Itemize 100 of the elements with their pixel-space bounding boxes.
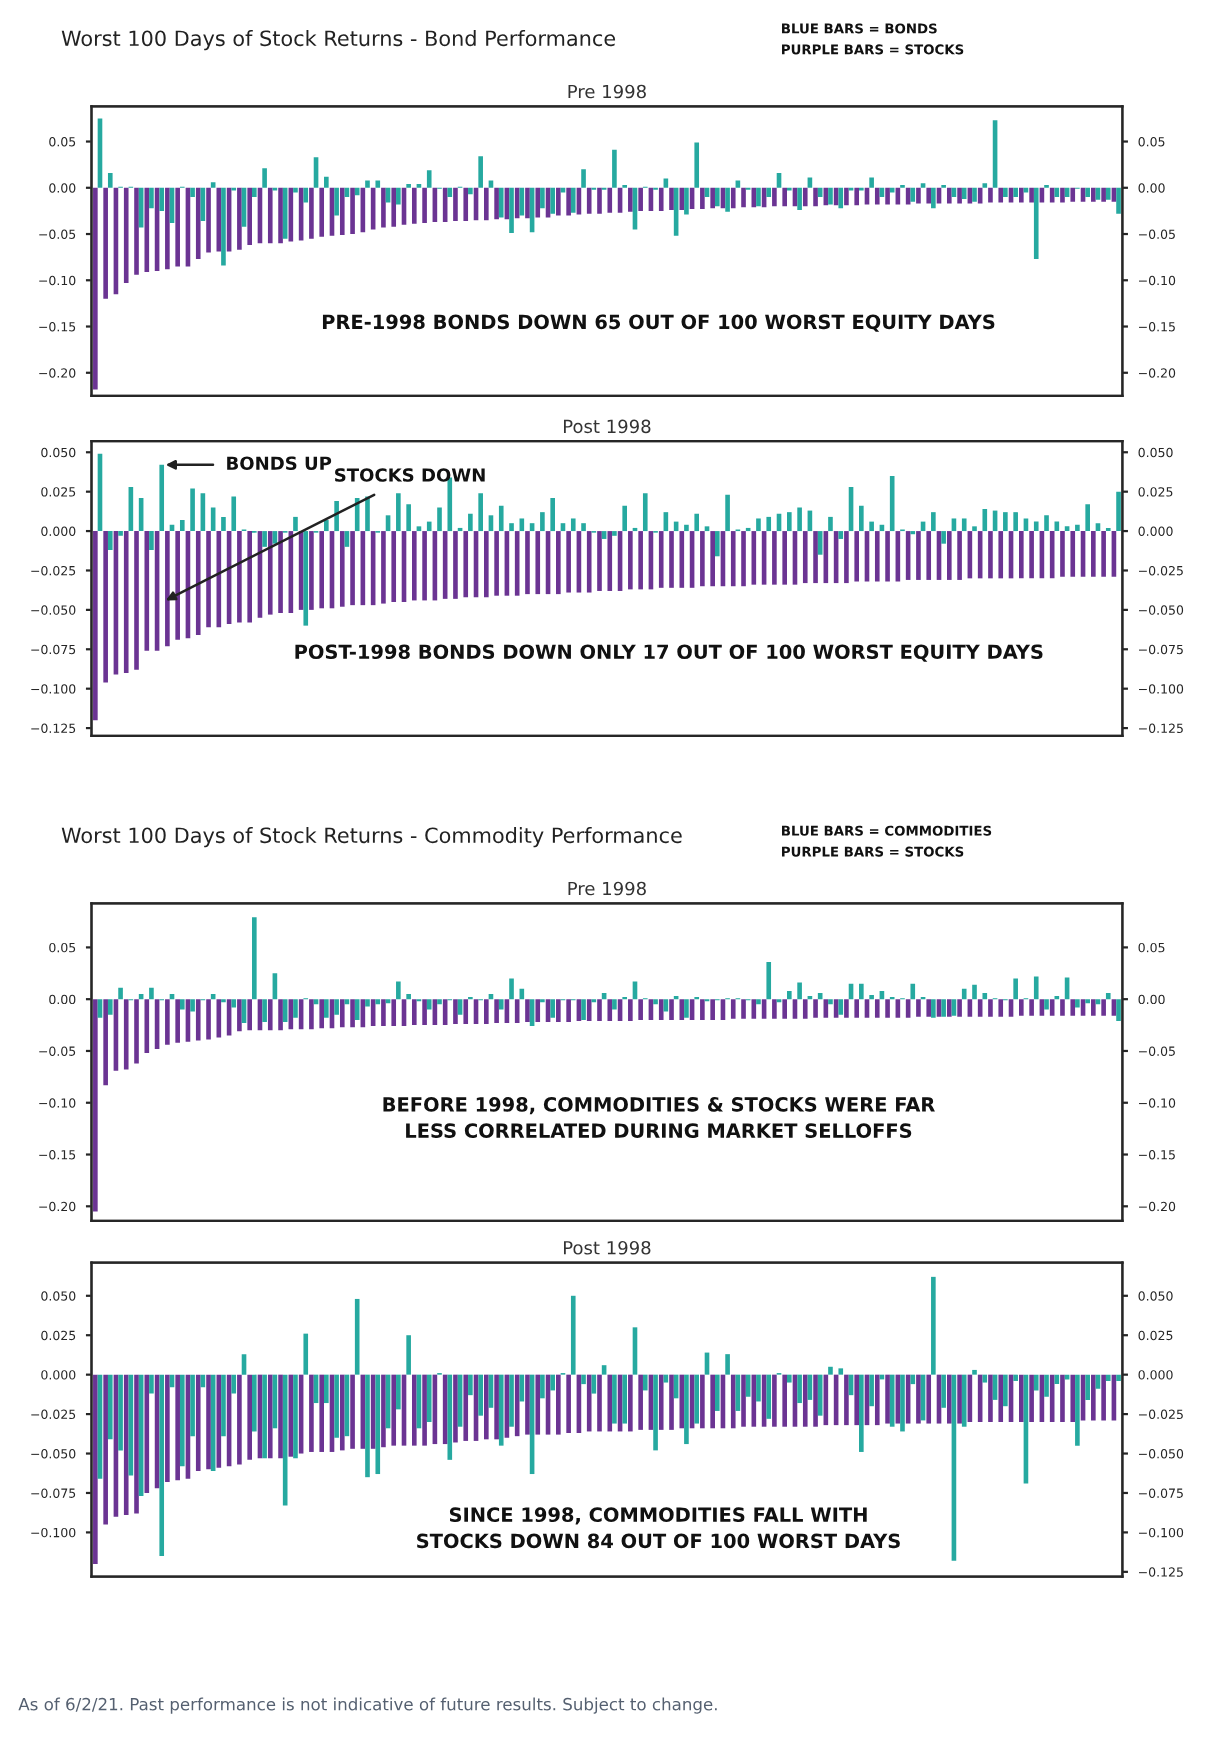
bar (463, 531, 469, 598)
bar (828, 1366, 833, 1375)
bar (293, 516, 298, 532)
bar (1019, 531, 1024, 579)
bar (463, 187, 469, 222)
chart-title: Post 1998 (563, 1240, 651, 1255)
bar (478, 1374, 483, 1416)
bar (406, 994, 411, 1000)
bar (1091, 187, 1096, 202)
bar (638, 1374, 643, 1430)
bar (612, 999, 617, 1010)
bar (1029, 531, 1034, 579)
bar (262, 168, 267, 188)
bar (206, 1374, 211, 1470)
bar (237, 187, 242, 250)
bar (350, 1374, 355, 1449)
bar (159, 464, 165, 532)
bar (787, 990, 792, 1000)
bar (411, 187, 417, 224)
bar (453, 1374, 458, 1443)
bar (103, 531, 108, 683)
bar (1060, 531, 1065, 577)
bar (334, 1374, 339, 1438)
bar (710, 187, 715, 209)
bar (844, 1374, 849, 1426)
bar (1033, 521, 1039, 532)
bar (679, 531, 685, 588)
bar (144, 999, 150, 1054)
bar (365, 180, 370, 188)
bar (354, 999, 360, 1020)
bar (1033, 976, 1039, 1000)
bar (628, 187, 633, 212)
bar (586, 531, 592, 593)
bar (730, 999, 736, 1019)
bar (859, 1374, 864, 1452)
bar (252, 1374, 257, 1432)
bar (190, 488, 195, 532)
bar (869, 521, 874, 532)
bar (1033, 1374, 1039, 1391)
bar (1105, 1374, 1111, 1381)
bar (396, 1374, 401, 1410)
bar (262, 531, 267, 547)
bar (628, 999, 633, 1021)
bar (741, 999, 746, 1019)
bar (350, 999, 355, 1028)
bar (278, 999, 283, 1031)
bar (406, 1335, 411, 1375)
bar (334, 187, 339, 216)
bar (165, 187, 170, 270)
bar (813, 999, 818, 1018)
bar (278, 187, 283, 244)
bar (411, 1374, 417, 1446)
bar (1054, 187, 1060, 198)
bar (854, 187, 860, 206)
bar (1085, 187, 1090, 198)
bar (946, 187, 952, 204)
bar (1091, 999, 1096, 1016)
bar (838, 187, 844, 209)
bar (612, 1374, 617, 1424)
bar (339, 187, 345, 235)
bar (422, 1374, 427, 1446)
bar (488, 180, 494, 188)
bar (658, 187, 664, 211)
bar (447, 187, 453, 198)
bar (586, 999, 592, 1021)
bar (797, 1374, 802, 1404)
text: As of 6/2/21. Past performance is not indicative of future results. Subject to change. (18, 1697, 717, 1714)
bar (926, 1374, 932, 1424)
bar (601, 1365, 607, 1375)
bar (1044, 1374, 1049, 1397)
bar (570, 187, 576, 213)
bar (957, 187, 962, 204)
bar (1070, 187, 1076, 202)
text: Worst 100 Days of Stock Returns - Bond Performance (61, 30, 616, 51)
bar (519, 988, 525, 1000)
bar (813, 1374, 818, 1427)
bar (221, 1374, 226, 1437)
bar (426, 1374, 432, 1422)
bar (1075, 999, 1080, 1008)
bar (350, 531, 355, 606)
bar (797, 982, 802, 1000)
bar (391, 999, 397, 1027)
bar (597, 187, 602, 214)
bar (375, 1374, 381, 1475)
bar (93, 1374, 98, 1564)
bar (772, 1374, 777, 1427)
bar (1105, 992, 1111, 1000)
bar (874, 187, 880, 205)
bar (118, 1374, 123, 1451)
bar (149, 987, 154, 1000)
bar (319, 1374, 325, 1452)
bar (714, 187, 720, 207)
bar (1060, 1374, 1065, 1422)
bar (766, 1374, 772, 1419)
bar (1116, 1374, 1121, 1381)
bar (684, 999, 689, 1018)
bar (782, 531, 787, 585)
bar (889, 187, 895, 193)
bar (566, 1374, 571, 1434)
bar (607, 999, 613, 1021)
